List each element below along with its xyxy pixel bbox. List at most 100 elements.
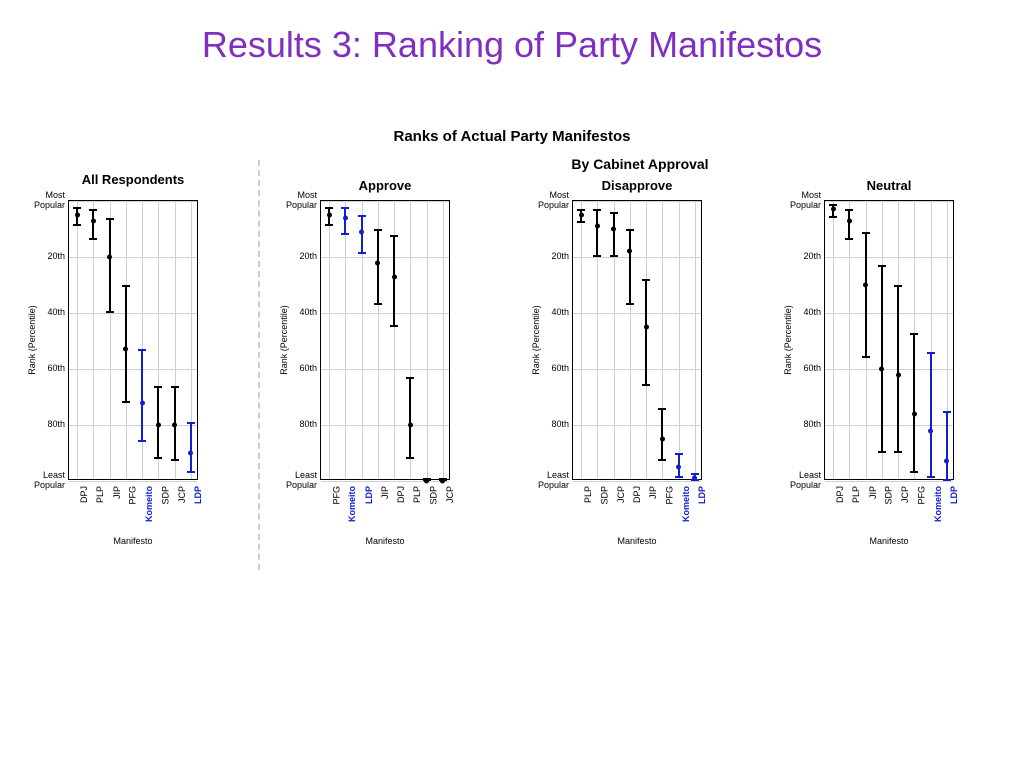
gridline (69, 313, 197, 314)
xtick-label: JIP (112, 486, 122, 499)
error-bar (848, 209, 850, 240)
xtick-label: SDP (599, 486, 609, 505)
error-bar (377, 229, 379, 305)
gridline (93, 201, 94, 479)
ytick-label: 80th (299, 420, 321, 430)
gridline (833, 201, 834, 479)
ytick-label: 40th (299, 308, 321, 318)
gridline (825, 425, 953, 426)
panel-neutral: Neutral MostPopular20th40th60th80thLeastP… (824, 178, 1014, 578)
xtick-label: Komeito (347, 486, 357, 522)
panel-divider (258, 160, 260, 570)
xtick-label: JCP (900, 486, 910, 503)
gridline (69, 201, 197, 202)
xtick-label: DPJ (396, 486, 406, 503)
xtick-label: SDP (160, 486, 170, 505)
gridline (321, 257, 449, 258)
gridline (321, 369, 449, 370)
xaxis-label: Manifesto (68, 536, 198, 546)
xtick-label: PFG (664, 486, 674, 505)
xtick-label: LDP (949, 486, 959, 504)
ytick-label: LeastPopular (286, 471, 321, 491)
xtick-label: PLP (412, 486, 422, 503)
error-bar (629, 229, 631, 305)
gridline (443, 201, 444, 479)
xtick-label: LDP (697, 486, 707, 504)
ytick-label: MostPopular (286, 191, 321, 211)
panel-approve: Approve MostPopular20th40th60th80thLeastP… (320, 178, 510, 578)
gridline (69, 369, 197, 370)
xaxis-label: Manifesto (824, 536, 954, 546)
gridline (849, 201, 850, 479)
plot-area: MostPopular20th40th60th80thLeastPopular (824, 200, 954, 480)
error-bar (125, 285, 127, 403)
gridline (581, 201, 582, 479)
xtick-label: DPJ (835, 486, 845, 503)
xaxis-label: Manifesto (572, 536, 702, 546)
gridline (573, 481, 701, 482)
ytick-label: MostPopular (538, 191, 573, 211)
gridline (573, 313, 701, 314)
plot-area: MostPopular20th40th60th80thLeastPopular (320, 200, 450, 480)
group-title-bycab: By Cabinet Approval (500, 156, 780, 172)
xtick-label: LDP (364, 486, 374, 504)
panel-title: Disapprove (572, 178, 702, 193)
yaxis-label: Rank (Percentile) (279, 300, 289, 380)
gridline (321, 201, 449, 202)
error-bar (913, 333, 915, 473)
ytick-label: LeastPopular (34, 471, 69, 491)
ytick-label: 40th (803, 308, 825, 318)
gridline (679, 201, 680, 479)
xtick-label: JCP (445, 486, 455, 503)
gridline (69, 481, 197, 482)
xtick-label: PLP (95, 486, 105, 503)
gridline (77, 201, 78, 479)
xtick-label: JIP (868, 486, 878, 499)
ytick-label: LeastPopular (790, 471, 825, 491)
panel-all: All RespondentsMostPopular20th40th60th80… (68, 178, 258, 578)
gridline (825, 201, 953, 202)
ytick-label: 20th (803, 252, 825, 262)
error-bar (92, 209, 94, 240)
error-bar (190, 422, 192, 472)
xtick-label: SDP (884, 486, 894, 505)
xtick-label: PFG (331, 486, 341, 505)
error-bar (174, 386, 176, 462)
page-title: Results 3: Ranking of Party Manifestos (0, 24, 1024, 66)
ytick-label: LeastPopular (538, 471, 573, 491)
yaxis-label: Rank (Percentile) (27, 300, 37, 380)
ytick-label: MostPopular (34, 191, 69, 211)
yaxis-label: Rank (Percentile) (531, 300, 541, 380)
error-bar (426, 478, 428, 481)
error-bar (409, 377, 411, 458)
ytick-label: 60th (299, 364, 321, 374)
xtick-label: Komeito (933, 486, 943, 522)
yaxis-label: Rank (Percentile) (783, 300, 793, 380)
xtick-label: PFG (916, 486, 926, 505)
gridline (321, 425, 449, 426)
error-bar (76, 207, 78, 227)
error-bar (645, 279, 647, 385)
xtick-label: SDP (429, 486, 439, 505)
ytick-label: MostPopular (790, 191, 825, 211)
error-bar (344, 207, 346, 235)
error-bar (141, 349, 143, 441)
ytick-label: 60th (803, 364, 825, 374)
gridline (695, 201, 696, 479)
xtick-label: PFG (128, 486, 138, 505)
error-bar (897, 285, 899, 453)
ytick-label: 80th (551, 420, 573, 430)
xtick-label: JCP (616, 486, 626, 503)
gridline (825, 313, 953, 314)
xtick-label: Komeito (681, 486, 691, 522)
error-bar (946, 411, 948, 481)
error-bar (157, 386, 159, 459)
ytick-label: 20th (47, 252, 69, 262)
ytick-label: 20th (551, 252, 573, 262)
gridline (573, 257, 701, 258)
xtick-label: DPJ (79, 486, 89, 503)
panel-title: Neutral (824, 178, 954, 193)
gridline (69, 257, 197, 258)
panel-title: Approve (320, 178, 450, 193)
error-bar (393, 235, 395, 327)
